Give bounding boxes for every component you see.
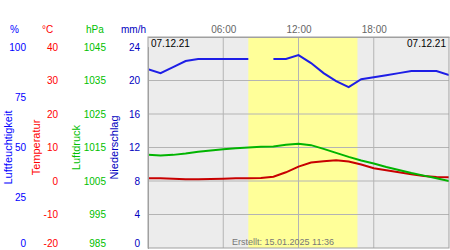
y-axis: 0 4 8 12 16 20 24 xyxy=(129,42,149,249)
y-tick-label: 20 xyxy=(129,75,141,86)
series-line xyxy=(148,144,449,181)
y-tick-label: 50 xyxy=(15,142,27,153)
y-tick: 16 xyxy=(129,109,148,120)
axis-unit: hPa xyxy=(86,24,104,35)
grid-line-y xyxy=(148,214,449,215)
grid-line-x xyxy=(223,37,224,248)
y-tick-label: 1045 xyxy=(84,42,107,53)
chart: 06:0012:0018:000255075100%Luftfeuchtigke… xyxy=(0,0,450,250)
y-tick-label: 24 xyxy=(129,42,141,53)
y-tick: 100 xyxy=(9,42,148,53)
grid-line-x xyxy=(373,37,374,248)
plot-background xyxy=(148,37,449,248)
y-tick: 1045 xyxy=(84,42,148,53)
y-tick-label: 1005 xyxy=(84,176,107,187)
y-tick: 25 xyxy=(15,192,148,203)
y-tick-label: 1035 xyxy=(84,75,107,86)
y-tick-label: 0 xyxy=(52,176,58,187)
date-label: 07.12.21 xyxy=(151,38,190,49)
plot-area xyxy=(148,37,449,248)
y-tick-label: 1025 xyxy=(84,109,107,120)
axis-title: Luftfeuchtigkeit xyxy=(2,111,14,185)
y-tick: 40 xyxy=(47,42,148,53)
y-tick: 75 xyxy=(15,92,148,103)
y-tick-label: 75 xyxy=(15,92,27,103)
series-line xyxy=(148,55,449,87)
y-tick-label: 995 xyxy=(89,209,106,220)
y-tick-label: 25 xyxy=(15,192,27,203)
y-tick-label: 10 xyxy=(47,142,59,153)
x-tick-label: 18:00 xyxy=(362,24,387,35)
y-tick: 985 xyxy=(89,238,148,249)
y-tick-label: 1015 xyxy=(84,142,107,153)
y-axis: -20-10010203040 xyxy=(44,42,149,249)
y-tick: 4 xyxy=(134,209,148,220)
y-tick: 1035 xyxy=(84,75,148,86)
y-tick-label: 0 xyxy=(20,238,26,249)
y-tick-label: 16 xyxy=(129,109,141,120)
axis-title: Niederschlag xyxy=(108,115,120,179)
x-axis: 06:00 12:00 18:00 xyxy=(149,24,450,38)
grid-line-x xyxy=(298,37,299,248)
y-tick: 20 xyxy=(129,75,148,86)
x-tick: 06:00 xyxy=(211,24,236,37)
y-tick-label: 985 xyxy=(89,238,106,249)
y-tick: -10 xyxy=(44,209,148,220)
y-tick-label: 0 xyxy=(134,238,140,249)
y-tick-label: 30 xyxy=(47,75,59,86)
series-line xyxy=(148,160,449,179)
axis-unit: % xyxy=(10,24,19,35)
grid-line-y xyxy=(148,114,449,115)
y-axis-line xyxy=(148,48,149,249)
y-axis-line xyxy=(148,48,149,249)
x-tick-label: 06:00 xyxy=(211,24,236,35)
axis-unit: mm/h xyxy=(121,24,146,35)
daylight-band xyxy=(248,37,357,248)
x-tick-label: 12:00 xyxy=(286,24,311,35)
y-tick-label: -10 xyxy=(44,209,59,220)
grid-line-y xyxy=(148,147,449,148)
axis-unit: °C xyxy=(42,24,53,35)
y-tick-label: 12 xyxy=(129,142,141,153)
y-tick: 0 xyxy=(134,238,148,249)
y-tick: 10 xyxy=(47,142,148,153)
y-tick-label: 100 xyxy=(9,42,26,53)
y-tick: 995 xyxy=(89,209,148,220)
y-tick-label: 40 xyxy=(47,42,59,53)
date-label: 07.12.21 xyxy=(407,38,446,49)
y-axis: 0255075100 xyxy=(9,42,148,249)
y-tick: 24 xyxy=(129,42,148,53)
y-tick: 12 xyxy=(129,142,148,153)
y-axis-line xyxy=(148,48,149,249)
axis-title: Luftdruck xyxy=(70,124,82,170)
y-tick-label: 20 xyxy=(47,109,59,120)
y-tick-label: 4 xyxy=(134,209,140,220)
grid-line-y xyxy=(148,181,449,182)
y-tick: -20 xyxy=(44,238,148,249)
x-tick: 18:00 xyxy=(362,24,387,37)
y-tick-label: -20 xyxy=(44,238,59,249)
created-note: Erstellt: 15.01.2025 11:36 xyxy=(232,237,334,247)
y-tick: 8 xyxy=(134,176,148,187)
grid-line-y xyxy=(148,80,449,81)
y-tick-label: 8 xyxy=(134,176,140,187)
plot-frame xyxy=(148,37,449,248)
y-axis: 985 995 1005 1015 1025 1035 1045 xyxy=(84,42,149,249)
x-axis-line xyxy=(149,37,450,38)
y-tick: 20 xyxy=(47,109,148,120)
y-axis-line xyxy=(148,48,149,249)
y-tick: 30 xyxy=(47,75,148,86)
axis-title: Temperatur xyxy=(30,119,42,175)
y-tick: 0 xyxy=(52,176,148,187)
x-tick: 12:00 xyxy=(286,24,311,37)
y-tick: 0 xyxy=(20,238,148,249)
